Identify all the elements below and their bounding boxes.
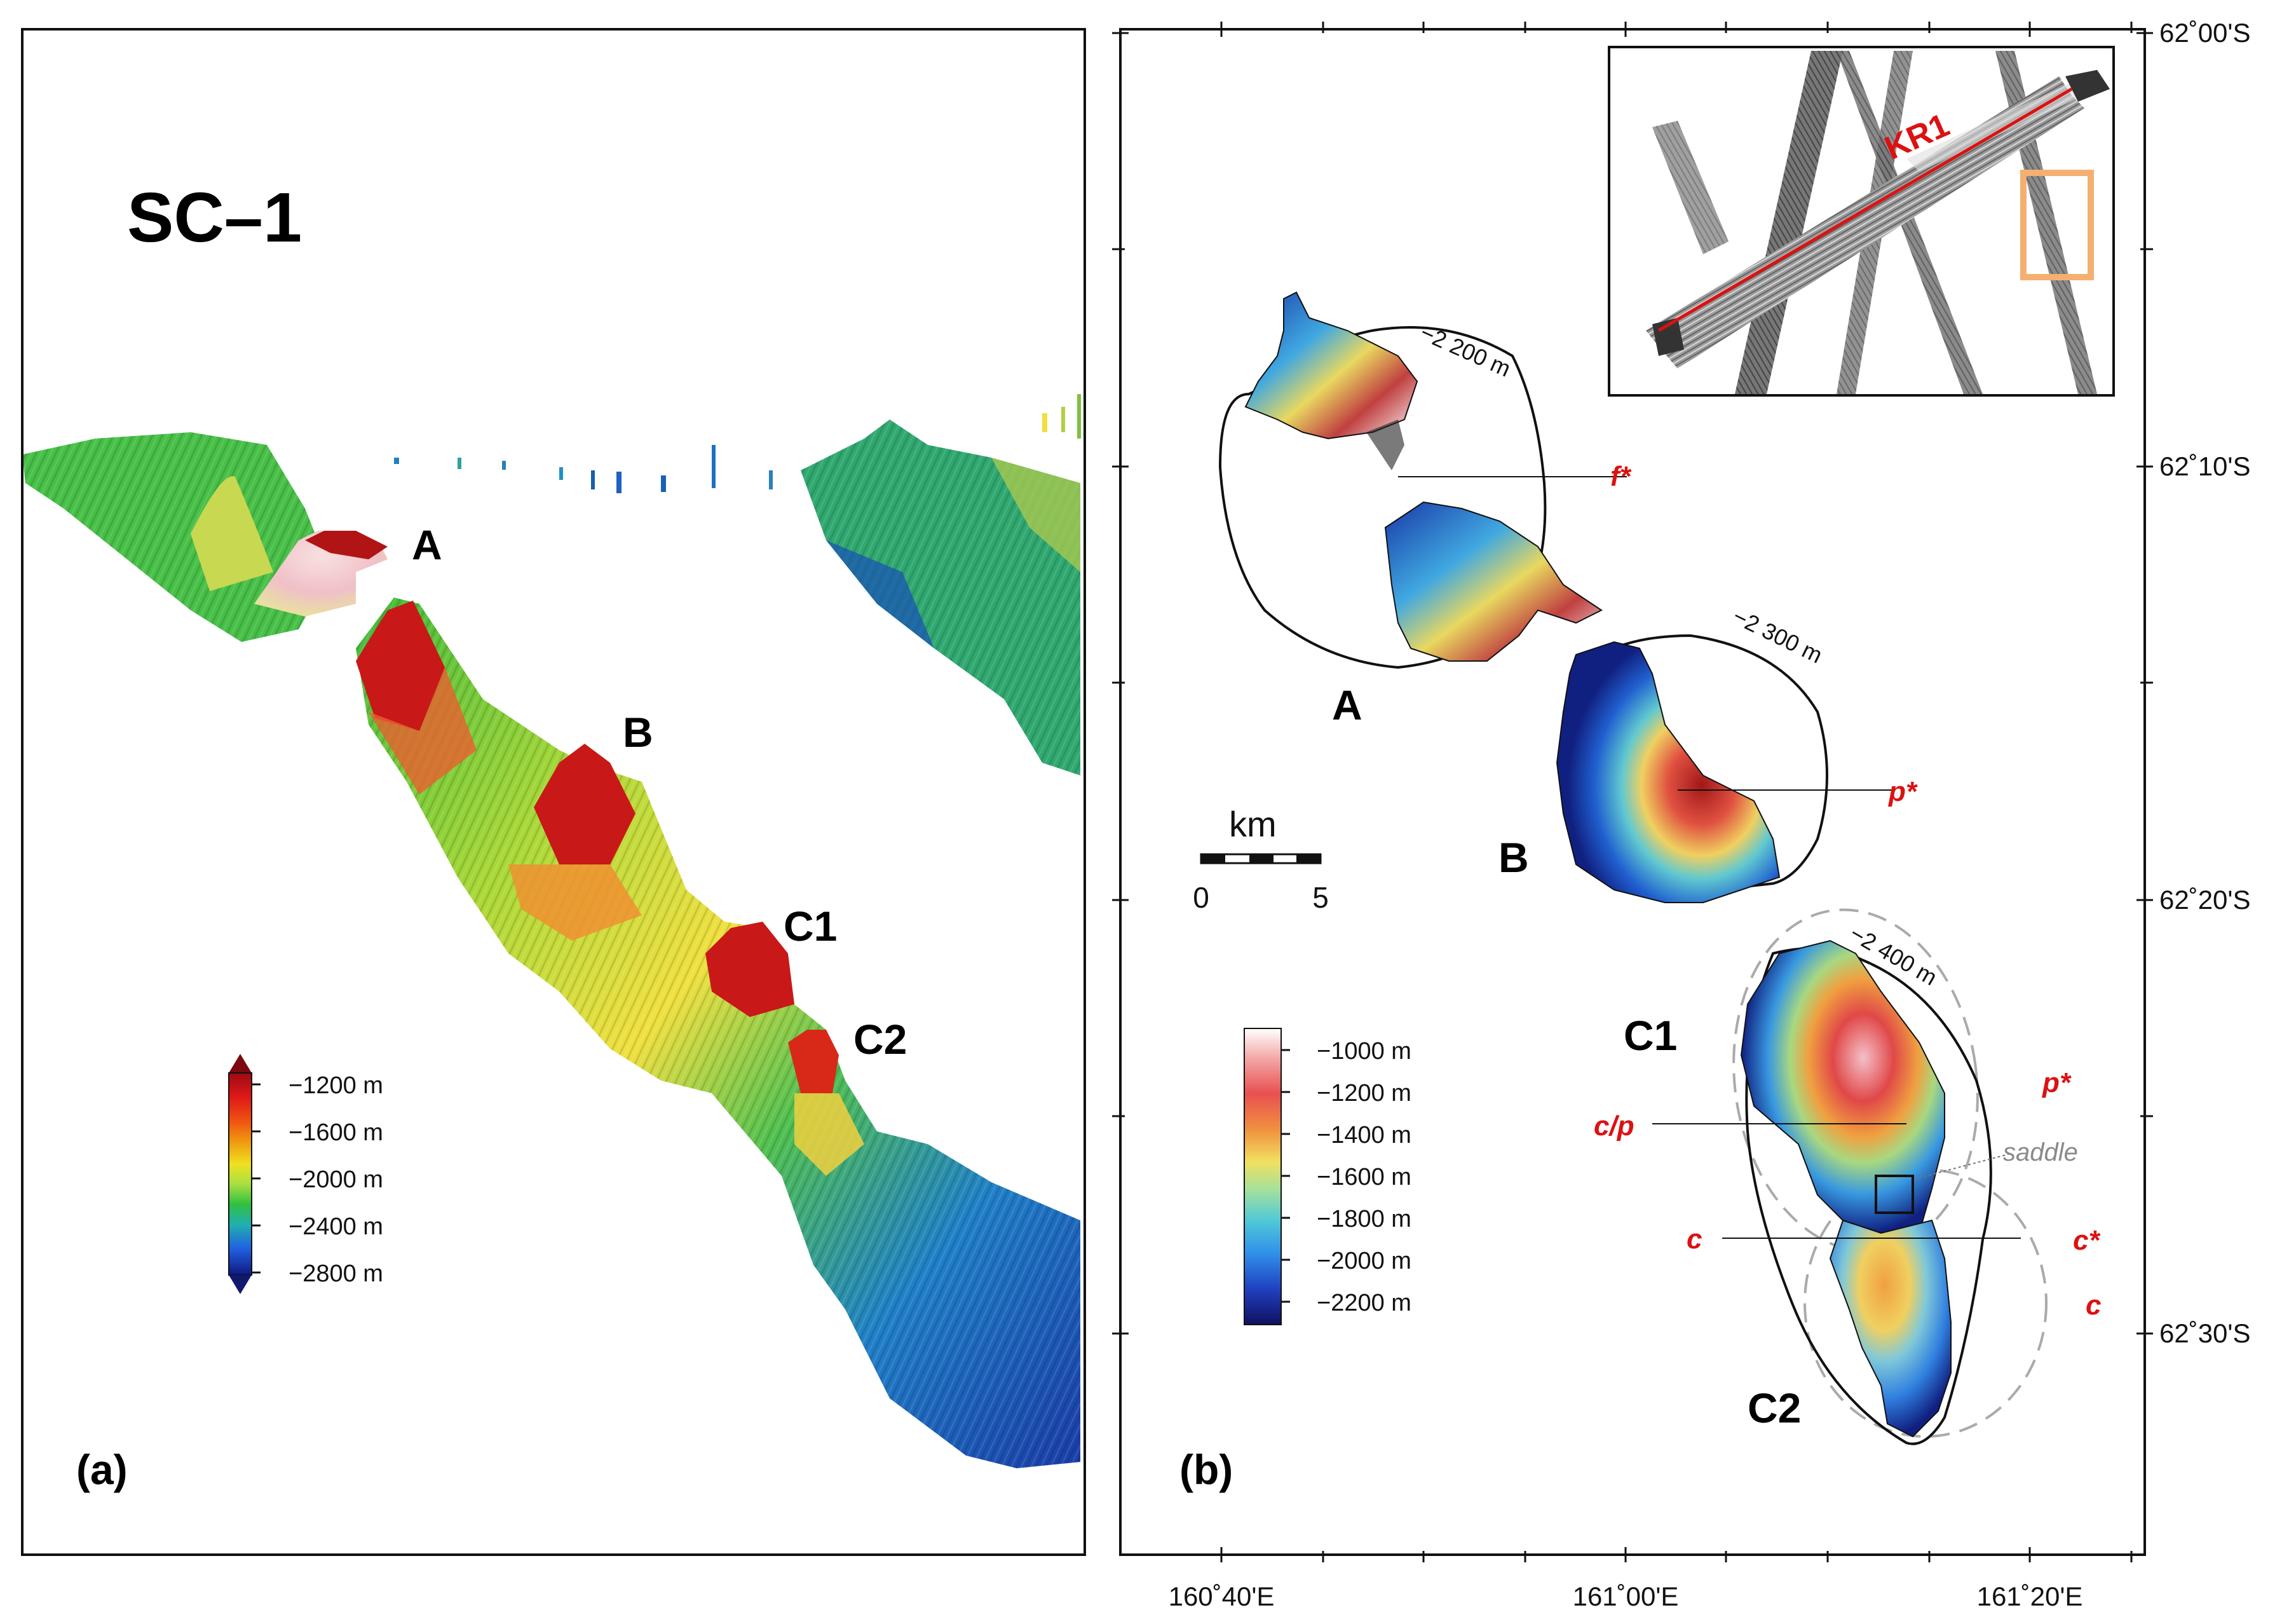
lat-tick-62-20: 62˚20'S (2159, 885, 2250, 915)
annotation-p-star-c: p* (2042, 1067, 2072, 1098)
colorbar-b-tick-2200: −2200 m (1317, 1290, 1411, 1316)
annotation-c-right: c (2086, 1290, 2101, 1321)
lat-tick-62-10: 62˚10'S (2159, 451, 2250, 481)
frame-ticks (1112, 22, 2153, 1562)
colorbar-a-tick-1600: −1600 m (289, 1119, 383, 1146)
panel-a-label: (a) (76, 1446, 128, 1493)
colorbar-b-tick-1400: −1400 m (1317, 1122, 1411, 1149)
annotation-f-star: f* (1610, 461, 1632, 492)
kr1-track (1657, 87, 2073, 332)
colorbar-a: −1200 m −1600 m −2000 m −2400 m −2800 m (228, 1054, 383, 1294)
annotation-c-left: c (1687, 1224, 1702, 1255)
colorbar-a-tick-2000: −2000 m (289, 1166, 383, 1193)
colorbar-a-tick-2400: −2400 m (289, 1213, 383, 1240)
sparse-soundings (394, 394, 1081, 493)
colorbar-b-tick-1000: −1000 m (1317, 1038, 1411, 1065)
label-peak-a: A (412, 521, 442, 568)
label-peak-b: B (623, 709, 653, 756)
label-peak-c2: C2 (853, 1016, 907, 1063)
map-label-a: A (1332, 681, 1362, 728)
scale-bar-tick-0: 0 (1193, 881, 1209, 914)
saddle-box (1875, 1175, 1914, 1214)
lon-tick-161-20: 161˚20'E (1977, 1581, 2083, 1611)
panel-a-title: SC–1 (127, 179, 302, 257)
panel-b: 62˚00'S 62˚10'S 62˚20'S 62˚30'S 160˚40'E… (1112, 18, 2250, 1611)
map-label-c1: C1 (1624, 1012, 1677, 1059)
annotation-c-star: c* (2073, 1225, 2100, 1256)
map-label-b: B (1498, 834, 1529, 881)
annotation-p-star-b: p* (1888, 776, 1918, 807)
colorbar-b-tick-1800: −1800 m (1317, 1206, 1411, 1232)
perspective-relief (24, 394, 1081, 1468)
lon-tick-160-40: 160˚40'E (1169, 1581, 1275, 1611)
colorbar-a-tick-1200: −1200 m (289, 1072, 383, 1099)
scale-bar-unit: km (1229, 804, 1277, 844)
lat-tick-62-00: 62˚00'S (2159, 18, 2250, 48)
scale-bar-tick-5: 5 (1312, 881, 1329, 914)
map-label-c2: C2 (1748, 1384, 1801, 1431)
label-peak-c1: C1 (784, 903, 837, 950)
saddle-label: saddle (2003, 1138, 2078, 1166)
colorbar-a-tick-2800: −2800 m (289, 1260, 383, 1287)
colorbar-b-tick-1200: −1200 m (1317, 1080, 1411, 1107)
colorbar-b-tick-1600: −1600 m (1317, 1164, 1411, 1191)
contour-2400-outline (1745, 947, 1992, 1445)
inset-location-box (2020, 170, 2094, 280)
contour-2300-outline (1587, 634, 1828, 891)
inset-map: KR1 (1608, 46, 2115, 397)
scale-bar: km 0 5 (1193, 804, 1329, 914)
annotation-c-slash-p: c/p (1594, 1110, 1634, 1142)
colorbar-b: −1000 m −1200 m −1400 m −1600 m −1800 m … (1244, 1028, 1411, 1325)
lat-tick-62-30: 62˚30'S (2159, 1318, 2250, 1348)
lon-tick-161-00: 161˚00'E (1573, 1581, 1679, 1611)
volcano-c-map: saddle p* c/p c c* c −2 400 m C1 C2 (1594, 908, 2101, 1445)
colorbar-b-tick-2000: −2000 m (1317, 1248, 1411, 1274)
panel-a: SC–1 A B C1 C2 (a) −1200 m −1600 m −2000… (21, 28, 1086, 1556)
panel-b-label: (b) (1179, 1446, 1233, 1493)
